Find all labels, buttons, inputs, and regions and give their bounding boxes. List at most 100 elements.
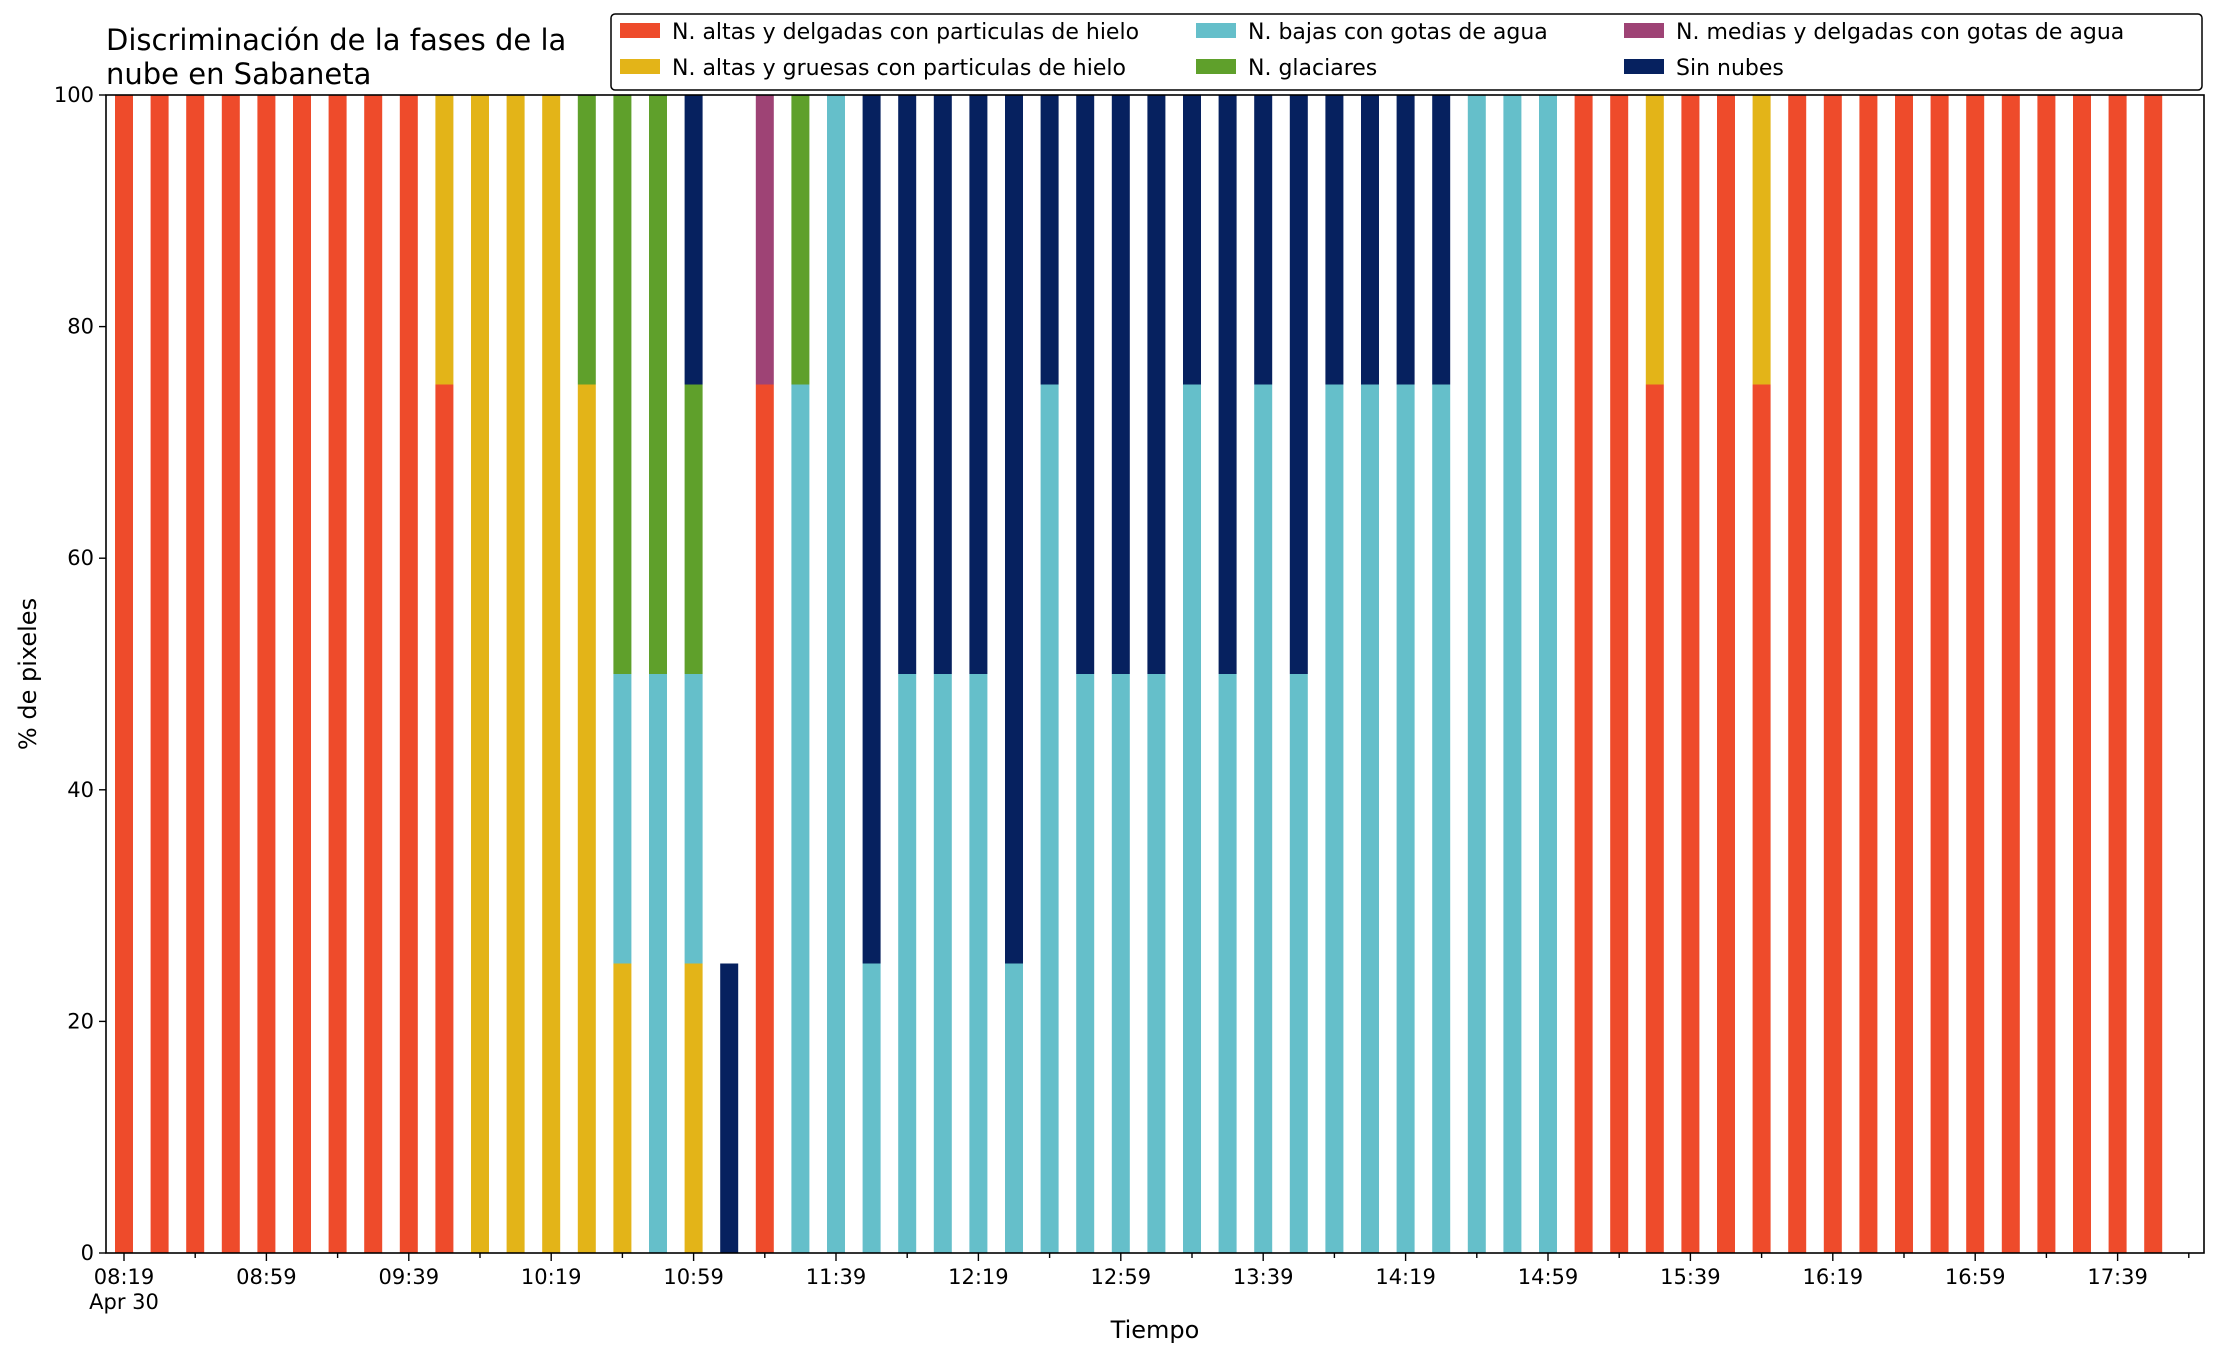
- legend-swatch-1: [620, 59, 660, 74]
- bar-segment-33-series-5: [1289, 95, 1308, 674]
- bar-segment-18-series-0: [755, 384, 774, 1253]
- bar-segment-34-series-5: [1325, 95, 1344, 385]
- bar-segment-26-series-5: [1040, 95, 1059, 385]
- x-tick-label: 14:59: [1518, 1265, 1579, 1289]
- chart-title-line-2: nube en Sabaneta: [106, 57, 371, 91]
- bar-segment-29-series-2: [1147, 674, 1166, 1253]
- bar-segment-24-series-5: [969, 95, 988, 674]
- bar-segment-48-series-0: [1823, 95, 1842, 1253]
- x-axis-title: Tiempo: [1110, 1316, 1200, 1344]
- bar-segment-46-series-0: [1752, 384, 1771, 1253]
- bar-segment-1-series-0: [150, 95, 169, 1253]
- bar-segment-54-series-0: [2037, 95, 2056, 1253]
- bar-segment-51-series-0: [1930, 95, 1949, 1253]
- bar-segment-14-series-1: [613, 963, 632, 1253]
- bar-segment-14-series-3: [613, 95, 632, 674]
- bar-segment-43-series-1: [1645, 95, 1664, 385]
- bar-segment-42-series-0: [1610, 95, 1629, 1253]
- y-tick-label: 0: [81, 1241, 94, 1265]
- x-tick-label: 17:39: [2087, 1265, 2148, 1289]
- bar-segment-15-series-3: [649, 95, 667, 674]
- bar-segment-21-series-5: [862, 95, 881, 964]
- bar-segment-17-series-5: [720, 963, 739, 1253]
- plot-frame: [105, 94, 2205, 1254]
- x-tick-label: 12:19: [948, 1265, 1009, 1289]
- y-tick-label: 80: [67, 315, 94, 339]
- bar-segment-13-series-1: [577, 384, 596, 1253]
- y-axis: 0 20 40 60 80 100: [54, 83, 106, 1265]
- bar-segment-44-series-0: [1681, 95, 1700, 1253]
- legend-swatch-3: [1196, 59, 1236, 74]
- bar-segment-49-series-0: [1859, 95, 1878, 1253]
- legend-items: N. altas y delgadas con particulas de hi…: [620, 20, 2124, 81]
- bar-segment-19-series-2: [791, 384, 810, 1253]
- bar-segment-3-series-0: [221, 95, 240, 1253]
- legend-label-2: N. bajas con gotas de agua: [1248, 20, 1548, 45]
- bar-segment-50-series-0: [1895, 95, 1913, 1253]
- bar-segment-2-series-0: [186, 95, 205, 1253]
- bar-segment-56-series-0: [2108, 95, 2127, 1253]
- bar-segment-47-series-0: [1788, 95, 1807, 1253]
- bar-segment-23-series-5: [933, 95, 952, 674]
- bar-segment-6-series-0: [328, 95, 347, 1253]
- bar-segment-43-series-0: [1645, 384, 1664, 1253]
- x-tick-label: 16:59: [1945, 1265, 2006, 1289]
- bar-segment-39-series-2: [1503, 95, 1522, 1253]
- legend-box: [610, 13, 2203, 91]
- bar-segment-57-series-0: [2144, 95, 2163, 1253]
- bar-segment-34-series-2: [1325, 384, 1344, 1253]
- bar-segment-30-series-2: [1183, 384, 1201, 1253]
- legend-swatch-5: [1624, 59, 1664, 74]
- bar-segment-45-series-0: [1717, 95, 1735, 1253]
- bar-segment-36-series-2: [1396, 384, 1415, 1253]
- y-tick-label: 60: [67, 546, 94, 570]
- bar-segment-12-series-1: [542, 95, 561, 1253]
- bar-segment-37-series-2: [1432, 384, 1451, 1253]
- bar-segment-46-series-1: [1752, 95, 1771, 385]
- bar-segment-27-series-5: [1076, 95, 1095, 674]
- legend-swatch-2: [1196, 23, 1236, 38]
- x-axis: 08:19 08:59 09:39 10:19 10:59 11:39 12:19 12:59…: [89, 1253, 2190, 1314]
- bar-segment-19-series-3: [791, 95, 810, 385]
- chart-title-line-1: Discriminación de la fases de la: [106, 23, 566, 57]
- bar-segment-55-series-0: [2073, 95, 2091, 1253]
- bar-segment-52-series-0: [1966, 95, 1985, 1253]
- bar-segment-25-series-2: [1005, 963, 1023, 1253]
- bar-segment-21-series-2: [862, 963, 881, 1253]
- bar-segment-30-series-5: [1183, 95, 1201, 385]
- chart-title: Discriminación de la fases de la nube en…: [106, 23, 566, 91]
- x-tick-label: 08:59: [236, 1265, 297, 1289]
- bar-segment-14-series-2: [613, 674, 632, 964]
- bar-segment-7-series-0: [364, 95, 383, 1253]
- legend-label-5: Sin nubes: [1676, 56, 1784, 81]
- bars-layer: [115, 95, 2163, 1253]
- bar-segment-4-series-0: [257, 95, 276, 1253]
- bar-segment-35-series-5: [1361, 95, 1379, 385]
- bar-segment-33-series-2: [1289, 674, 1308, 1253]
- legend: N. altas y delgadas con particulas de hi…: [610, 13, 2203, 91]
- x-tick-label: 12:59: [1091, 1265, 1152, 1289]
- bar-segment-15-series-2: [649, 674, 667, 1253]
- bar-segment-32-series-2: [1254, 384, 1273, 1253]
- x-tick-label: 10:59: [663, 1265, 724, 1289]
- y-tick-label: 40: [67, 778, 94, 802]
- x-tick-label: 16:19: [1803, 1265, 1864, 1289]
- y-tick-label: 20: [67, 1009, 94, 1033]
- bar-segment-10-series-1: [471, 95, 489, 1253]
- x-tick-label: 15:39: [1660, 1265, 1721, 1289]
- y-axis-title: % de pixeles: [14, 598, 42, 750]
- bar-segment-29-series-5: [1147, 95, 1166, 674]
- bar-segment-16-series-3: [684, 384, 703, 674]
- bar-segment-20-series-2: [827, 95, 845, 1253]
- x-tick-label: 14:19: [1375, 1265, 1436, 1289]
- bar-segment-16-series-5: [684, 95, 703, 385]
- bar-segment-27-series-2: [1076, 674, 1095, 1253]
- x-tick-label: 08:19: [94, 1265, 155, 1289]
- bar-segment-0-series-0: [115, 95, 133, 1253]
- x-tick-label: 09:39: [379, 1265, 440, 1289]
- bar-segment-37-series-5: [1432, 95, 1451, 385]
- bar-segment-22-series-2: [898, 674, 917, 1253]
- bar-segment-16-series-1: [684, 963, 703, 1253]
- x-tick-label: 10:19: [521, 1265, 582, 1289]
